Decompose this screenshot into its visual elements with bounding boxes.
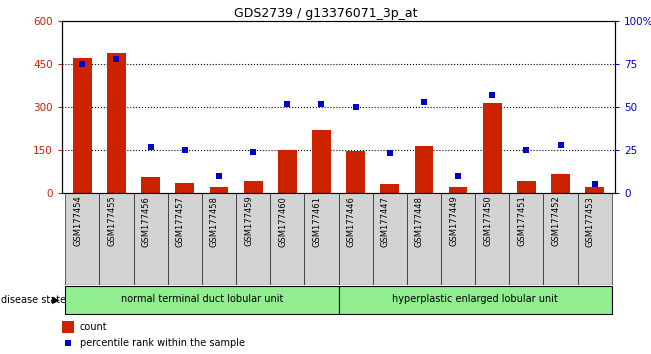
Bar <box>372 193 407 285</box>
Point <box>77 61 87 67</box>
Text: GSM177454: GSM177454 <box>74 196 82 246</box>
Point <box>590 182 600 187</box>
Bar <box>243 182 262 193</box>
Bar <box>141 177 160 193</box>
Point <box>521 147 532 153</box>
Bar <box>483 103 502 193</box>
Bar <box>278 150 297 193</box>
Bar <box>339 286 612 314</box>
Text: GSM177453: GSM177453 <box>586 196 595 247</box>
Text: GSM177461: GSM177461 <box>312 196 322 247</box>
Point <box>214 173 224 178</box>
Text: GSM177459: GSM177459 <box>244 196 253 246</box>
Text: GSM177448: GSM177448 <box>415 196 424 247</box>
Bar <box>270 193 305 285</box>
Bar <box>509 193 544 285</box>
Point <box>316 101 327 107</box>
Point <box>487 92 497 98</box>
Text: disease state: disease state <box>1 295 66 305</box>
Bar <box>407 193 441 285</box>
Bar <box>415 146 434 193</box>
Point <box>385 150 395 156</box>
Bar <box>107 53 126 193</box>
Bar <box>236 193 270 285</box>
Bar <box>475 193 509 285</box>
Text: count: count <box>79 322 107 332</box>
Point <box>350 104 361 110</box>
Text: GSM177449: GSM177449 <box>449 196 458 246</box>
Text: GSM177457: GSM177457 <box>176 196 185 247</box>
Text: GSM177458: GSM177458 <box>210 196 219 247</box>
Bar <box>100 193 133 285</box>
Bar <box>449 187 467 193</box>
Bar <box>62 321 74 333</box>
Bar <box>73 58 92 193</box>
Bar <box>585 187 604 193</box>
Text: GSM177450: GSM177450 <box>483 196 492 246</box>
Text: percentile rank within the sample: percentile rank within the sample <box>79 338 245 348</box>
Bar <box>577 193 612 285</box>
Bar <box>441 193 475 285</box>
Point <box>555 142 566 148</box>
Text: GDS2739 / g13376071_3p_at: GDS2739 / g13376071_3p_at <box>234 7 417 20</box>
Bar <box>202 193 236 285</box>
Point <box>180 147 190 153</box>
Bar <box>312 130 331 193</box>
Bar <box>133 193 168 285</box>
Bar <box>210 187 229 193</box>
Text: GSM177446: GSM177446 <box>346 196 355 247</box>
Point <box>248 149 258 155</box>
Text: GSM177460: GSM177460 <box>278 196 287 247</box>
Text: GSM177455: GSM177455 <box>107 196 117 246</box>
Bar <box>65 193 100 285</box>
Bar <box>65 286 339 314</box>
Bar <box>175 183 194 193</box>
Bar <box>168 193 202 285</box>
Point <box>111 56 122 62</box>
Point <box>419 99 429 105</box>
Text: hyperplastic enlarged lobular unit: hyperplastic enlarged lobular unit <box>392 295 558 304</box>
Point <box>145 144 156 149</box>
Text: GSM177456: GSM177456 <box>142 196 150 247</box>
Text: normal terminal duct lobular unit: normal terminal duct lobular unit <box>120 295 283 304</box>
Text: GSM177447: GSM177447 <box>381 196 390 247</box>
Bar <box>380 184 399 193</box>
Text: GSM177451: GSM177451 <box>518 196 527 246</box>
Point <box>62 341 73 346</box>
Text: GSM177452: GSM177452 <box>551 196 561 246</box>
Bar <box>517 182 536 193</box>
Text: ▶: ▶ <box>52 295 60 305</box>
Bar <box>346 150 365 193</box>
Point <box>453 173 464 178</box>
Bar <box>339 193 372 285</box>
Bar <box>551 174 570 193</box>
Bar <box>305 193 339 285</box>
Point <box>282 101 292 107</box>
Bar <box>544 193 577 285</box>
